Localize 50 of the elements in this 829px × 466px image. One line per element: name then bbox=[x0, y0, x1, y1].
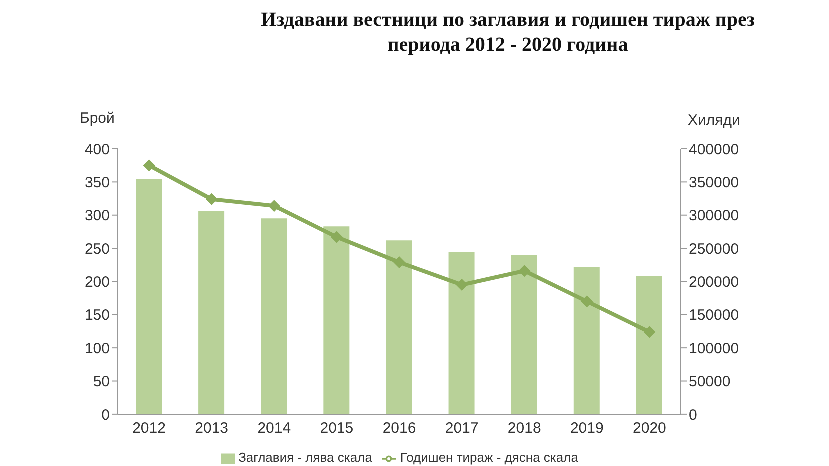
y-axis-title: Брой bbox=[80, 110, 115, 127]
point bbox=[518, 265, 531, 278]
point bbox=[143, 160, 156, 172]
y2-tick-label: 300000 bbox=[689, 208, 740, 225]
x-tick-label: 2019 bbox=[570, 420, 604, 438]
x-tick-label: 2020 bbox=[633, 420, 666, 438]
y-tick-label: 250 bbox=[84, 240, 110, 258]
y2-tick-label: 400000 bbox=[689, 141, 740, 158]
bar bbox=[511, 255, 538, 414]
x-tick-label: 2013 bbox=[195, 420, 229, 438]
x-tick-label: 2012 bbox=[132, 420, 166, 438]
y2-tick-label: 50000 bbox=[689, 374, 731, 391]
y2-tick-label: 100000 bbox=[689, 340, 740, 358]
y2-tick-label: 200000 bbox=[689, 274, 740, 292]
y-tick-label: 300 bbox=[84, 208, 110, 225]
y2-tick-label: 250000 bbox=[689, 240, 740, 258]
x-tick-label: 2016 bbox=[382, 420, 416, 438]
legend-label: Заглавия - лява скала bbox=[238, 450, 372, 466]
x-tick-label: 2015 bbox=[320, 420, 354, 438]
point bbox=[330, 231, 343, 244]
bar bbox=[636, 276, 662, 414]
chart-title: Издавани вестници по заглавия и годишен тираж през периода 2012 - 2020 година bbox=[260, 8, 756, 58]
y2-tick-label: 0 bbox=[689, 406, 698, 424]
point bbox=[456, 279, 468, 292]
y2-axis-title: Хиляди bbox=[688, 112, 740, 129]
y-tick-label: 50 bbox=[93, 374, 110, 391]
point bbox=[394, 256, 406, 268]
y-tick-label: 150 bbox=[84, 307, 110, 324]
bar bbox=[136, 180, 162, 414]
y2-tick-label: 350000 bbox=[689, 174, 740, 192]
bar bbox=[324, 226, 350, 414]
x-tick-label: 2017 bbox=[445, 420, 479, 438]
bar bbox=[198, 211, 225, 414]
y-tick-label: 0 bbox=[102, 406, 110, 424]
y-tick-label: 350 bbox=[84, 174, 110, 192]
bar bbox=[574, 267, 600, 414]
x-tick-label: 2014 bbox=[258, 420, 292, 438]
point bbox=[581, 296, 594, 308]
bar bbox=[386, 240, 412, 414]
y-tick-label: 400 bbox=[84, 141, 110, 158]
x-tick-label: 2018 bbox=[508, 420, 542, 438]
bar bbox=[261, 218, 288, 414]
point bbox=[644, 326, 656, 338]
legend-label: Годишен тираж - дясна скала bbox=[400, 450, 578, 466]
y-tick-label: 100 bbox=[84, 340, 110, 358]
point bbox=[206, 193, 218, 206]
y2-tick-label: 150000 bbox=[689, 307, 740, 324]
point bbox=[268, 200, 280, 212]
y-tick-label: 200 bbox=[84, 274, 110, 292]
bar bbox=[448, 252, 475, 414]
